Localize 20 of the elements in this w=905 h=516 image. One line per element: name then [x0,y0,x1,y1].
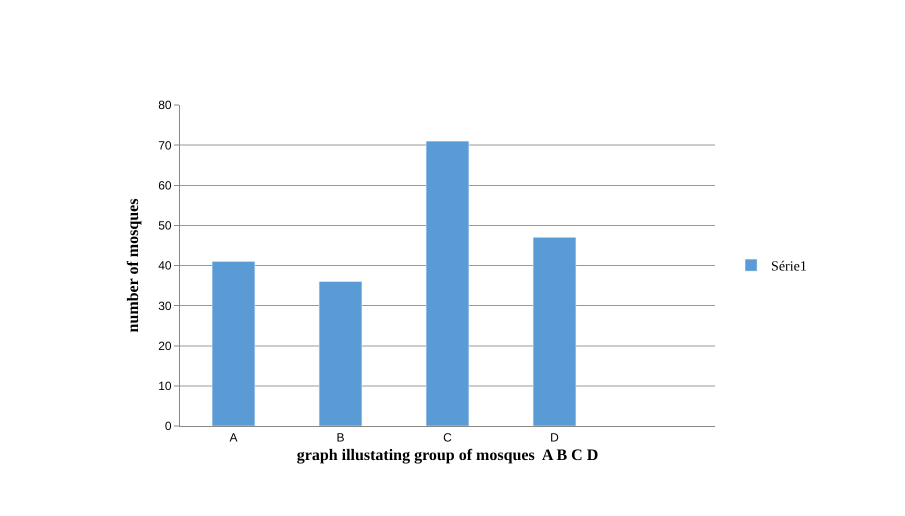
y-axis-title: number of mosques [125,198,142,332]
y-tick-label: 70 [158,138,172,152]
y-tick-label: 30 [158,298,172,313]
x-tick-label: A [229,430,238,444]
bar [532,237,576,426]
legend-label: Série1 [771,260,807,275]
y-tick-label: 20 [158,338,172,353]
y-tick-label: 50 [158,218,172,233]
x-tick-label: D [550,430,560,444]
y-tick-label: 40 [158,258,172,273]
x-tick-label: B [336,430,345,444]
y-tick-label: 60 [158,178,172,192]
y-tick-label: 0 [164,419,172,434]
bar [212,261,256,426]
x-axis-title: graph illustating group of mosques A B C D [296,447,598,464]
x-tick-label: C [443,430,452,444]
y-tick-label: 10 [158,379,172,394]
bar [426,140,470,426]
y-tick-label: 80 [158,98,172,112]
bar [318,281,362,426]
